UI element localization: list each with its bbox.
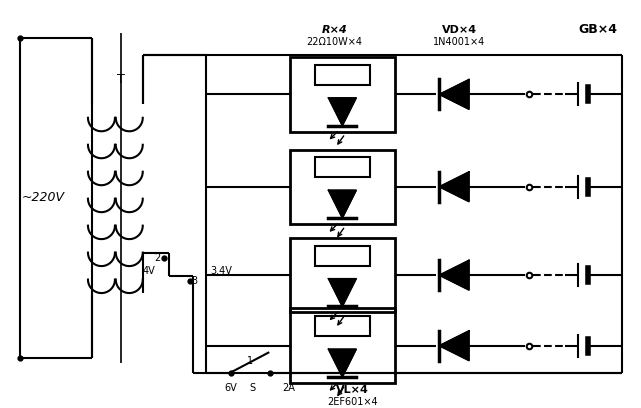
Polygon shape	[439, 172, 469, 202]
Bar	[290, 308, 394, 383]
Text: 3: 3	[192, 276, 198, 286]
Bar	[290, 238, 394, 313]
Text: GB×4: GB×4	[579, 23, 618, 36]
Polygon shape	[328, 349, 356, 377]
Text: S: S	[249, 384, 256, 393]
Text: 2A: 2A	[282, 384, 295, 393]
Bar	[315, 157, 370, 177]
Text: 22Ω10W×4: 22Ω10W×4	[306, 37, 362, 47]
Text: ~220V: ~220V	[22, 191, 65, 204]
Text: 1: 1	[247, 356, 254, 366]
Bar	[315, 65, 370, 85]
Polygon shape	[328, 190, 356, 218]
Polygon shape	[439, 260, 469, 290]
Text: 1N4001×4: 1N4001×4	[433, 37, 485, 47]
Polygon shape	[328, 98, 356, 126]
Polygon shape	[439, 331, 469, 361]
Bar	[290, 149, 394, 224]
Polygon shape	[328, 279, 356, 306]
Bar	[315, 316, 370, 336]
Text: 2: 2	[154, 253, 160, 263]
Text: VD×4: VD×4	[442, 25, 477, 35]
Text: 4V: 4V	[143, 266, 156, 276]
Text: T: T	[117, 73, 125, 86]
Text: R×4: R×4	[322, 25, 347, 35]
Text: 2EF601×4: 2EF601×4	[327, 397, 378, 407]
Bar	[315, 246, 370, 266]
Bar	[290, 57, 394, 132]
Text: VL×4: VL×4	[336, 386, 369, 395]
Text: 3.4V: 3.4V	[211, 266, 233, 276]
Polygon shape	[439, 80, 469, 109]
Text: 6V: 6V	[224, 384, 237, 393]
